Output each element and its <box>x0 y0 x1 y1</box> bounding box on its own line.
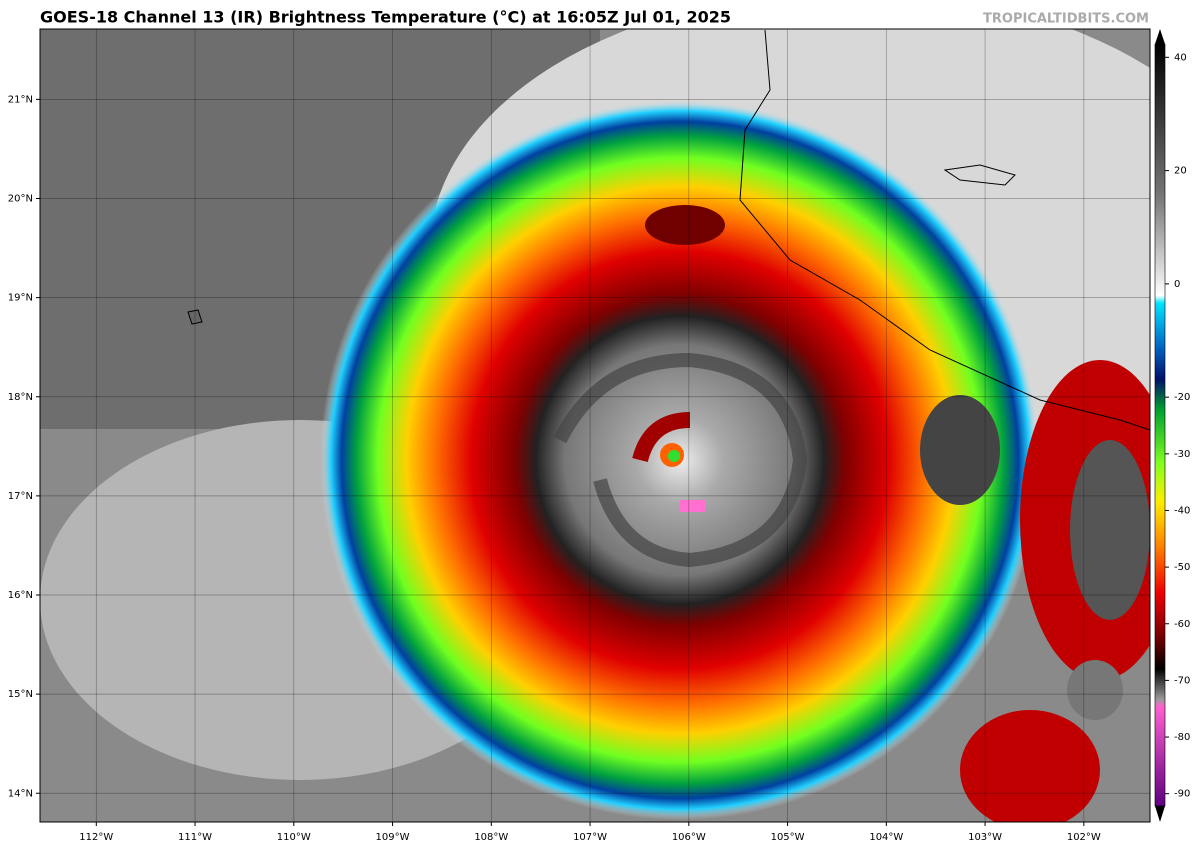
x-tick-label: 106°W <box>672 832 706 843</box>
y-tick-label: 15°N <box>8 689 33 700</box>
x-tick-label: 111°W <box>178 832 212 843</box>
y-tick-label: 19°N <box>8 293 33 304</box>
x-tick-label: 104°W <box>869 832 903 843</box>
x-tick-label: 110°W <box>277 832 311 843</box>
y-tick-label: 16°N <box>8 590 33 601</box>
y-tick-label: 21°N <box>8 94 33 105</box>
title: GOES-18 Channel 13 (IR) Brightness Tempe… <box>40 8 731 27</box>
colorbar-label: -90 <box>1174 789 1190 800</box>
satellite-image <box>40 29 1150 822</box>
colorbar-label: -80 <box>1174 732 1190 743</box>
colorbar-label: 40 <box>1174 52 1187 63</box>
colorbar-label: -50 <box>1174 562 1190 573</box>
y-tick-label: 18°N <box>8 392 33 403</box>
map-frame <box>39 28 1151 823</box>
colorbar-label: -40 <box>1174 505 1190 516</box>
x-tick-label: 109°W <box>376 832 410 843</box>
colorbar-label: -30 <box>1174 449 1190 460</box>
colorbar-label: -20 <box>1174 392 1190 403</box>
x-tick-label: 105°W <box>771 832 805 843</box>
colorbar <box>1154 43 1166 807</box>
y-tick-label: 14°N <box>8 788 33 799</box>
y-tick-label: 17°N <box>8 491 33 502</box>
x-tick-label: 103°W <box>968 832 1002 843</box>
colorbar-label: 20 <box>1174 166 1187 177</box>
source: TROPICALTIDBITS.COM <box>983 12 1149 27</box>
colorbar-label: 0 <box>1174 279 1180 290</box>
y-tick-label: 20°N <box>8 194 33 205</box>
x-tick-label: 108°W <box>474 832 508 843</box>
colorbar-label: -70 <box>1174 675 1190 686</box>
colorbar-label: -60 <box>1174 619 1190 630</box>
x-tick-label: 107°W <box>573 832 607 843</box>
x-tick-label: 102°W <box>1067 832 1101 843</box>
x-tick-label: 112°W <box>79 832 113 843</box>
